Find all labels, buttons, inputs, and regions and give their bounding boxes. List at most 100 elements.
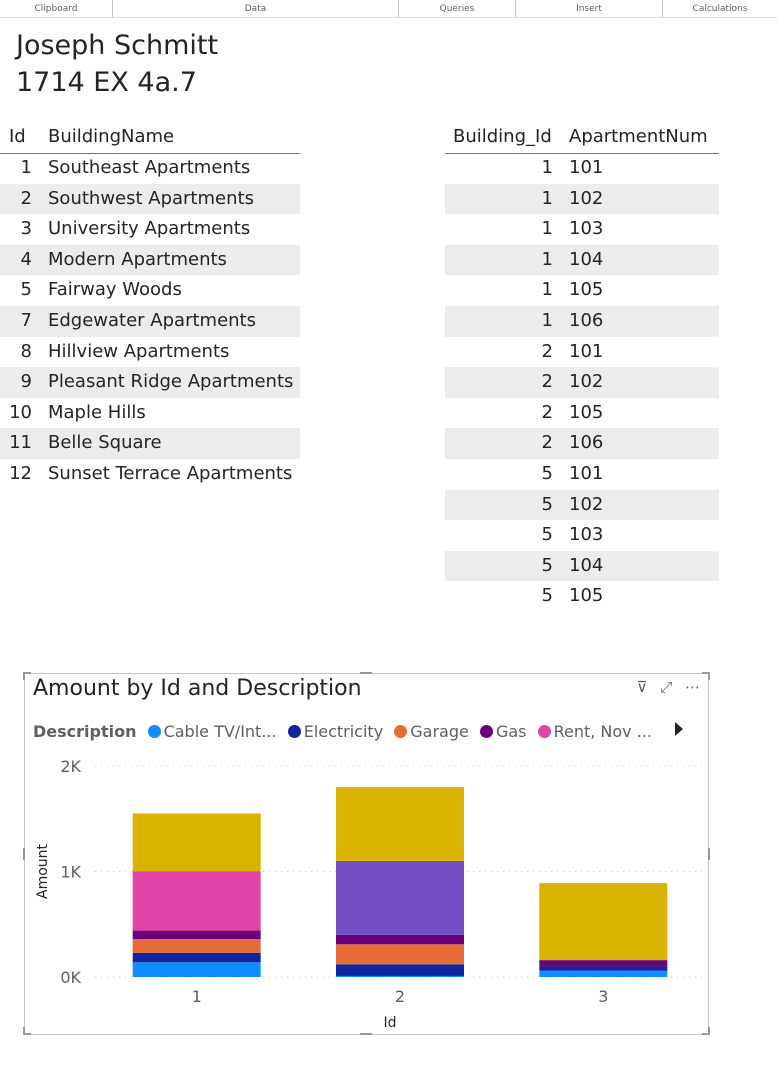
table-row[interactable]: 5 Fairway Woods [0,275,300,306]
cell-building-id: 2 [541,432,553,454]
table-row[interactable]: 3 University Apartments [0,214,300,245]
ribbon-group-data: Data [113,0,399,17]
cell-apartment-num: 105 [569,279,604,301]
resize-handle[interactable] [23,1033,31,1035]
resize-handle[interactable] [23,672,25,680]
ribbon-group-clipboard: Clipboard [0,0,113,17]
table-row[interactable]: 1 101 [445,153,719,184]
resize-handle[interactable] [702,1033,710,1035]
cell-building-name: Hillview Apartments [48,340,230,362]
apartments-table-header: Building_Id ApartmentNum [445,123,719,154]
report-title-subtitle: 1714 EX 4a.7 [16,67,197,98]
table-row[interactable]: 5 102 [445,489,719,521]
legend-next-arrow-icon[interactable] [675,722,683,736]
legend-item-gas[interactable]: Gas [479,722,527,741]
column-header-id[interactable]: Id [9,126,26,147]
resize-handle[interactable] [360,672,372,674]
resize-handle[interactable] [708,848,710,860]
cell-building-name: Southeast Apartments [48,157,251,178]
more-options-icon[interactable]: ⋯ [685,678,700,696]
cell-building-id: 5 [541,585,553,607]
column-header-building-id[interactable]: Building_Id [453,126,552,147]
table-row[interactable]: 5 103 [445,520,719,551]
table-row[interactable]: 2 105 [445,398,719,429]
table-row[interactable]: 2 102 [445,367,719,398]
cell-building-name: Belle Square [48,432,162,454]
column-header-building-name[interactable]: BuildingName [48,126,175,147]
column-header-apartment-num[interactable]: ApartmentNum [569,126,708,147]
focus-mode-icon[interactable]: ⤢ [660,678,673,696]
cell-id: 8 [20,340,32,362]
table-row[interactable]: 9 Pleasant Ridge Apartments [0,367,300,398]
legend-dot-icon [287,725,301,738]
x-axis-title: Id [383,1015,396,1031]
table-row[interactable]: 12 Sunset Terrace Apartments [0,459,300,490]
stacked-column-chart-visual[interactable]: Amount by Id and Description ⊽ ⤢ ⋯ Descr… [24,673,709,1035]
legend-item-garage[interactable]: Garage [394,722,469,741]
chart-legend: Description Cable TV/Int... Electricity … [33,722,658,741]
cell-id: 11 [9,432,32,454]
table-row[interactable]: 8 Hillview Apartments [0,337,300,368]
table-row[interactable]: 10 Maple Hills [0,398,300,429]
table-row[interactable]: 1 Southeast Apartments [0,153,300,184]
table-row[interactable]: 2 101 [445,337,719,368]
table-row[interactable]: 2 106 [445,428,719,459]
x-tick-label: 3 [598,987,608,1006]
legend-item-electricity[interactable]: Electricity [287,722,384,741]
resize-handle[interactable] [708,1027,710,1035]
legend-label: Gas [495,722,527,741]
bar-segment [132,930,261,940]
table-row[interactable]: 1 106 [445,306,719,337]
legend-label: Electricity [303,722,384,741]
resize-handle[interactable] [360,1033,372,1035]
cell-apartment-num: 101 [569,157,604,178]
resize-handle[interactable] [702,672,710,674]
table-row[interactable]: 1 103 [445,214,719,245]
legend-label: Cable TV/Int... [163,722,277,741]
filter-icon[interactable]: ⊽ [636,678,648,696]
cell-apartment-num: 101 [569,340,604,362]
cell-id: 2 [20,187,32,209]
cell-building-id: 1 [541,310,553,331]
legend-item-rent[interactable]: Rent, Nov ... [537,722,652,741]
resize-handle[interactable] [708,672,710,680]
cell-id: 9 [20,371,32,393]
y-tick-label: 2K [60,757,81,776]
bar-segment [132,939,261,953]
x-tick-label: 1 [192,987,202,1006]
table-row[interactable]: 1 102 [445,183,719,215]
cell-apartment-num: 101 [569,463,604,484]
resize-handle[interactable] [23,848,25,860]
table-row[interactable]: 7 Edgewater Apartments [0,306,300,337]
legend-label: Rent, Nov ... [553,722,652,741]
resize-handle[interactable] [23,672,31,674]
bar-segment [132,813,261,872]
bar-segment [539,966,668,971]
resize-handle[interactable] [23,1027,25,1035]
cell-apartment-num: 106 [569,310,604,331]
bar-segment [539,970,668,977]
cell-apartment-num: 104 [569,554,604,576]
legend-dot-icon [394,725,408,738]
table-row[interactable]: 5 105 [445,581,719,612]
y-axis-title: Amount [35,843,51,899]
visual-header-icons: ⊽ ⤢ ⋯ [628,678,700,696]
cell-building-id: 1 [541,279,553,301]
bar-segment [539,960,668,967]
cell-building-name: Southwest Apartments [48,187,254,209]
table-row[interactable]: 5 104 [445,550,719,582]
ribbon-group-insert: Insert [516,0,663,17]
table-row[interactable]: 5 101 [445,459,719,490]
cell-building-name: Modern Apartments [48,248,227,270]
cell-building-id: 2 [541,340,553,362]
table-row[interactable]: 11 Belle Square [0,428,300,459]
cell-apartment-num: 103 [569,218,604,240]
table-row[interactable]: 1 105 [445,275,719,306]
table-row[interactable]: 2 Southwest Apartments [0,183,300,215]
table-row[interactable]: 4 Modern Apartments [0,244,300,276]
legend-item-cable-tv[interactable]: Cable TV/Int... [147,722,277,741]
legend-dot-icon [147,725,161,738]
cell-id: 3 [20,218,32,240]
cell-building-id: 2 [541,401,553,423]
table-row[interactable]: 1 104 [445,244,719,276]
